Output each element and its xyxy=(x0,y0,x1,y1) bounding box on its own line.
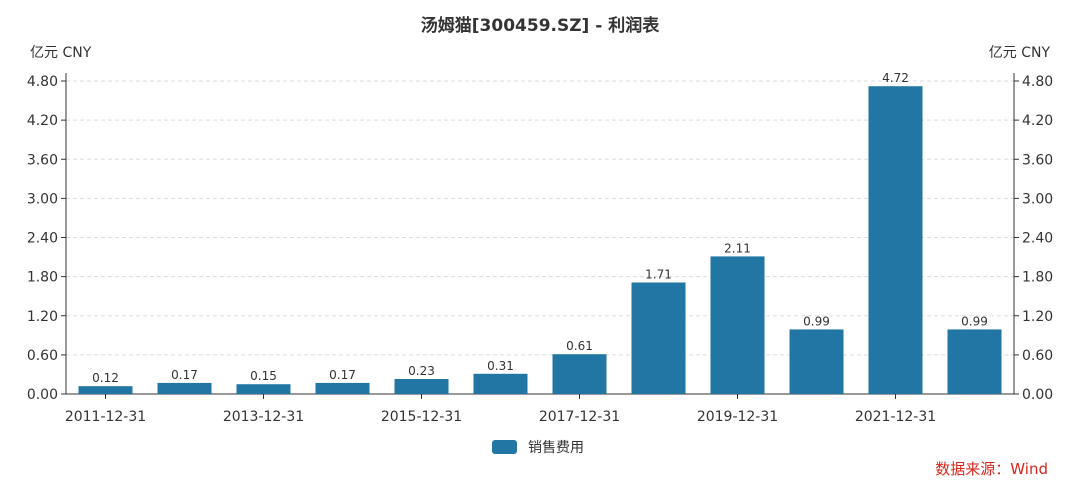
y-right-tick-label: 4.20 xyxy=(1022,113,1053,129)
bar[interactable] xyxy=(710,256,765,394)
y-right-tick-label: 3.60 xyxy=(1022,152,1053,168)
y-right-tick-label: 4.80 xyxy=(1022,74,1053,90)
legend-label: 销售费用 xyxy=(528,440,584,456)
y-left-tick-label: 3.00 xyxy=(27,191,58,207)
y-left-tick-label: 1.80 xyxy=(27,270,58,286)
y-left-tick-label: 3.60 xyxy=(27,152,58,168)
y-right-tick-label: 0.60 xyxy=(1022,348,1053,364)
y-right-tick-label: 1.20 xyxy=(1022,309,1053,325)
data-label: 0.99 xyxy=(961,314,988,328)
y-right-tick-label: 3.00 xyxy=(1022,191,1053,207)
legend[interactable]: 销售费用 xyxy=(492,440,584,456)
y-left-unit: 亿元 CNY xyxy=(30,45,92,61)
data-label: 0.99 xyxy=(803,314,830,328)
y-left-tick-label: 1.20 xyxy=(27,309,58,325)
bar[interactable] xyxy=(157,382,212,394)
data-label: 0.17 xyxy=(171,368,198,382)
data-label: 0.12 xyxy=(92,371,119,385)
y-left-tick-label: 0.60 xyxy=(27,348,58,364)
y-left-tick-label: 4.20 xyxy=(27,113,58,129)
bar[interactable] xyxy=(868,86,923,394)
y-left-tick-label: 2.40 xyxy=(27,231,58,247)
data-label: 4.72 xyxy=(882,71,909,85)
bar[interactable] xyxy=(236,384,291,394)
y-left-tick-label: 0.00 xyxy=(27,387,58,403)
y-right-tick-label: 1.80 xyxy=(1022,270,1053,286)
chart-title: 汤姆猫[300459.SZ] - 利润表 xyxy=(421,15,660,36)
bar[interactable] xyxy=(315,382,370,394)
data-label: 0.61 xyxy=(566,339,593,353)
bar[interactable] xyxy=(78,386,133,394)
y-right-tick-label: 2.40 xyxy=(1022,231,1053,247)
data-label: 0.17 xyxy=(329,368,356,382)
bars xyxy=(78,86,1002,394)
axes: 0.00 0.00 0.60 0.60 1.20 1.20 1.80 1.80 2.40 2.40… xyxy=(27,73,1053,425)
y-right-unit: 亿元 CNY xyxy=(989,45,1051,61)
x-tick-label: 2021-12-31 xyxy=(855,409,936,425)
data-label: 0.23 xyxy=(408,364,435,378)
data-label: 0.31 xyxy=(487,359,514,373)
data-label: 1.71 xyxy=(645,267,672,281)
x-tick-label: 2015-12-31 xyxy=(381,409,462,425)
data-label: 0.15 xyxy=(250,369,277,383)
bar[interactable] xyxy=(473,373,528,394)
bar[interactable] xyxy=(552,354,607,394)
legend-swatch xyxy=(492,440,517,454)
data-label: 2.11 xyxy=(724,241,751,255)
x-tick-label: 2019-12-31 xyxy=(697,409,778,425)
y-left-tick-label: 4.80 xyxy=(27,74,58,90)
bar[interactable] xyxy=(394,379,449,394)
bar[interactable] xyxy=(631,282,686,394)
data-source: 数据来源：Wind xyxy=(935,460,1048,478)
x-tick-label: 2013-12-31 xyxy=(223,409,304,425)
bar[interactable] xyxy=(789,329,844,394)
x-tick-label: 2017-12-31 xyxy=(539,409,620,425)
x-tick-label: 2011-12-31 xyxy=(65,409,146,425)
y-right-tick-label: 0.00 xyxy=(1022,387,1053,403)
bar[interactable] xyxy=(947,329,1002,394)
data-labels: 0.12 0.17 0.15 0.17 0.23 0.31 0.61 1.71 2.11 0.99… xyxy=(92,71,988,385)
